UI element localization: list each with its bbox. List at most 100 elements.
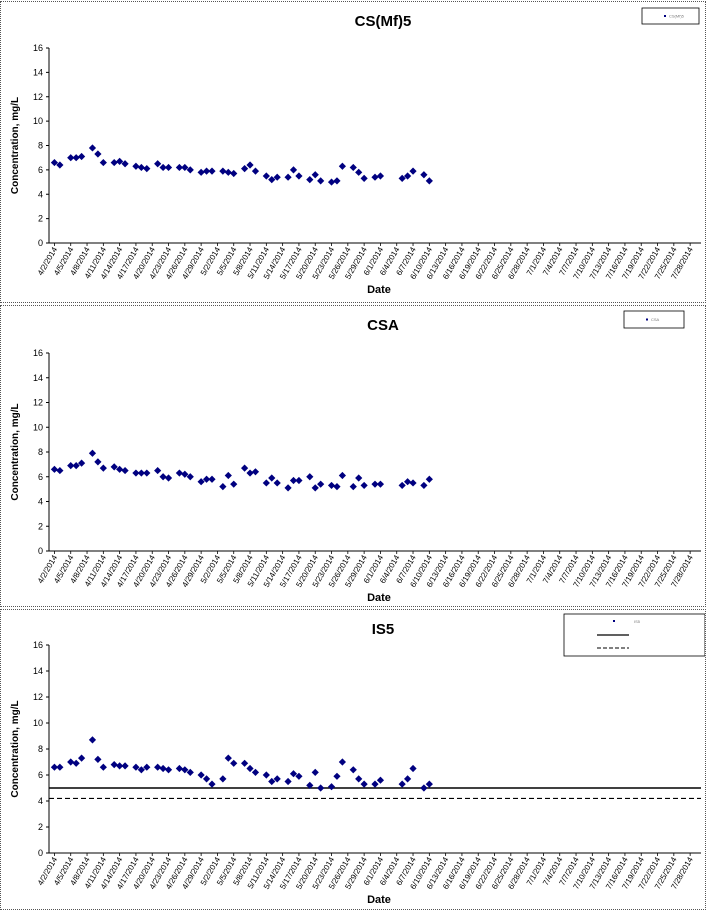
- data-point: [420, 481, 428, 490]
- data-point: [338, 162, 346, 170]
- data-point: [132, 162, 140, 170]
- data-point: [121, 466, 129, 475]
- data-point: [311, 171, 319, 179]
- data-point: [72, 154, 80, 162]
- data-point: [132, 763, 140, 771]
- data-point: [262, 479, 270, 487]
- data-point: [317, 177, 325, 185]
- data-point: [219, 167, 227, 175]
- data-point: [202, 775, 211, 783]
- data-point: [121, 160, 129, 168]
- legend-marker: [664, 15, 666, 17]
- data-point: [197, 168, 205, 176]
- data-point: [246, 161, 254, 169]
- data-point: [425, 177, 433, 185]
- data-point: [143, 763, 151, 771]
- legend: CSA: [623, 310, 685, 329]
- data-point: [425, 780, 433, 788]
- data-point: [186, 166, 194, 174]
- y-tick-label: 0: [38, 546, 43, 556]
- data-point: [164, 474, 173, 482]
- legend-label: CSA: [651, 317, 660, 322]
- data-point: [56, 466, 64, 475]
- data-point: [208, 780, 216, 788]
- y-tick-label: 16: [33, 348, 43, 358]
- data-point: [116, 157, 124, 165]
- data-point: [94, 755, 102, 763]
- data-point: [72, 759, 80, 767]
- y-tick-label: 8: [38, 141, 43, 151]
- data-point: [349, 766, 357, 774]
- data-point: [50, 158, 59, 167]
- data-point: [273, 173, 281, 181]
- x-axis-label: Date: [367, 894, 391, 906]
- data-point: [78, 459, 86, 467]
- data-point: [246, 469, 254, 477]
- data-point: [355, 168, 363, 176]
- data-point: [376, 172, 385, 180]
- data-point: [360, 481, 368, 490]
- data-point: [78, 152, 86, 161]
- data-point: [349, 163, 357, 172]
- y-tick-label: 10: [33, 422, 43, 432]
- data-point: [284, 484, 292, 492]
- data-point: [289, 770, 298, 778]
- data-point: [56, 763, 64, 771]
- legend-label: IS5: [634, 619, 641, 624]
- data-point: [164, 163, 173, 172]
- data-point: [360, 780, 368, 788]
- data-point: [175, 469, 183, 477]
- data-point: [311, 768, 319, 776]
- chart-title: CSA: [367, 317, 399, 334]
- data-point: [420, 171, 428, 179]
- data-point: [241, 464, 249, 472]
- y-axis-label: Concentration, mg/L: [10, 700, 21, 797]
- data-point: [273, 479, 281, 487]
- data-point: [99, 158, 107, 167]
- data-point: [371, 480, 379, 488]
- data-point: [78, 754, 86, 762]
- y-tick-label: 2: [38, 521, 43, 531]
- data-point: [409, 479, 417, 487]
- y-tick-label: 12: [33, 92, 43, 102]
- data-point: [224, 754, 232, 762]
- y-tick-label: 14: [33, 67, 43, 77]
- y-tick-label: 6: [38, 770, 43, 780]
- data-point: [409, 764, 417, 773]
- data-point: [333, 177, 341, 185]
- data-point: [376, 776, 385, 784]
- data-point: [186, 473, 194, 481]
- y-tick-label: 4: [38, 796, 43, 806]
- y-tick-label: 0: [38, 238, 43, 248]
- legend: CS(Mf)5: [641, 7, 700, 25]
- data-point: [268, 176, 276, 184]
- data-point: [262, 172, 270, 180]
- data-point: [295, 476, 303, 485]
- y-tick-label: 2: [38, 822, 43, 832]
- data-point: [181, 163, 189, 172]
- data-point: [327, 481, 336, 490]
- y-tick-label: 16: [33, 43, 43, 53]
- data-point: [137, 766, 145, 774]
- data-point: [94, 458, 102, 466]
- data-point: [67, 758, 75, 766]
- data-point: [159, 473, 167, 481]
- data-point: [338, 471, 346, 480]
- data-point: [404, 478, 412, 486]
- data-point: [262, 771, 270, 779]
- data-point: [230, 759, 238, 767]
- data-point: [67, 462, 75, 470]
- y-tick-label: 6: [38, 472, 43, 482]
- x-axis-label: Date: [367, 284, 391, 296]
- data-point: [333, 483, 341, 491]
- legend: IS5: [563, 613, 706, 657]
- y-tick-label: 14: [33, 373, 43, 383]
- data-point: [295, 172, 303, 180]
- data-point: [306, 473, 314, 481]
- data-point: [409, 167, 417, 175]
- data-point: [116, 465, 124, 473]
- data-point: [398, 780, 406, 788]
- data-point: [154, 466, 162, 475]
- y-tick-label: 4: [38, 189, 43, 199]
